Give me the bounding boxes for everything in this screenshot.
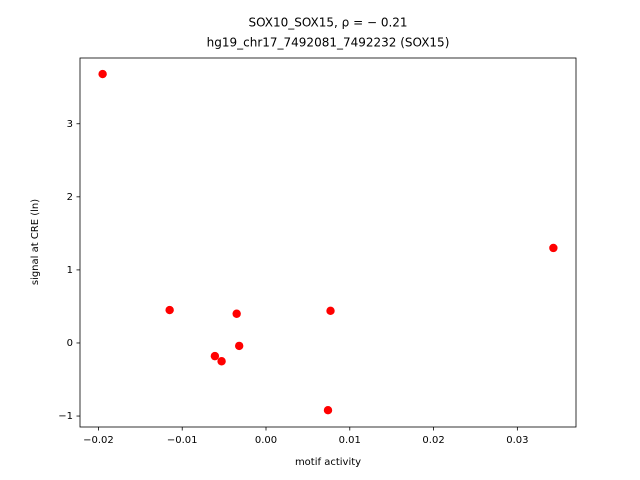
point (165, 305, 174, 315)
x-axis-label: motif activity (295, 457, 361, 468)
plot-frame (79, 57, 577, 428)
y-tick-label: 0 (67, 338, 73, 349)
point (210, 351, 220, 361)
point (232, 309, 241, 318)
point (323, 405, 333, 415)
x-tick-label: −0.01 (167, 435, 198, 446)
y-axis-label: signal at CRE (ln) (30, 199, 41, 285)
y-tick-label: 2 (67, 192, 73, 203)
point (549, 243, 558, 253)
point (98, 69, 107, 79)
x-tick-label: 0.01 (339, 435, 361, 446)
y-tick-label: 1 (67, 265, 73, 276)
chart-title: SOX10_SOX15, ρ = − 0.21 (248, 16, 407, 30)
y-tick-label: −1 (58, 411, 73, 422)
x-tick-label: 0.03 (506, 435, 528, 446)
y-tick-label: 3 (67, 119, 73, 130)
chart-subtitle: hg19_chr17_7492081_7492232 (SOX15) (207, 36, 450, 50)
point (217, 357, 226, 366)
x-tick-label: −0.02 (83, 435, 114, 446)
x-tick-label: 0.02 (422, 435, 444, 446)
point (234, 341, 244, 351)
x-tick-label: 0.00 (255, 435, 277, 446)
point (326, 306, 335, 316)
